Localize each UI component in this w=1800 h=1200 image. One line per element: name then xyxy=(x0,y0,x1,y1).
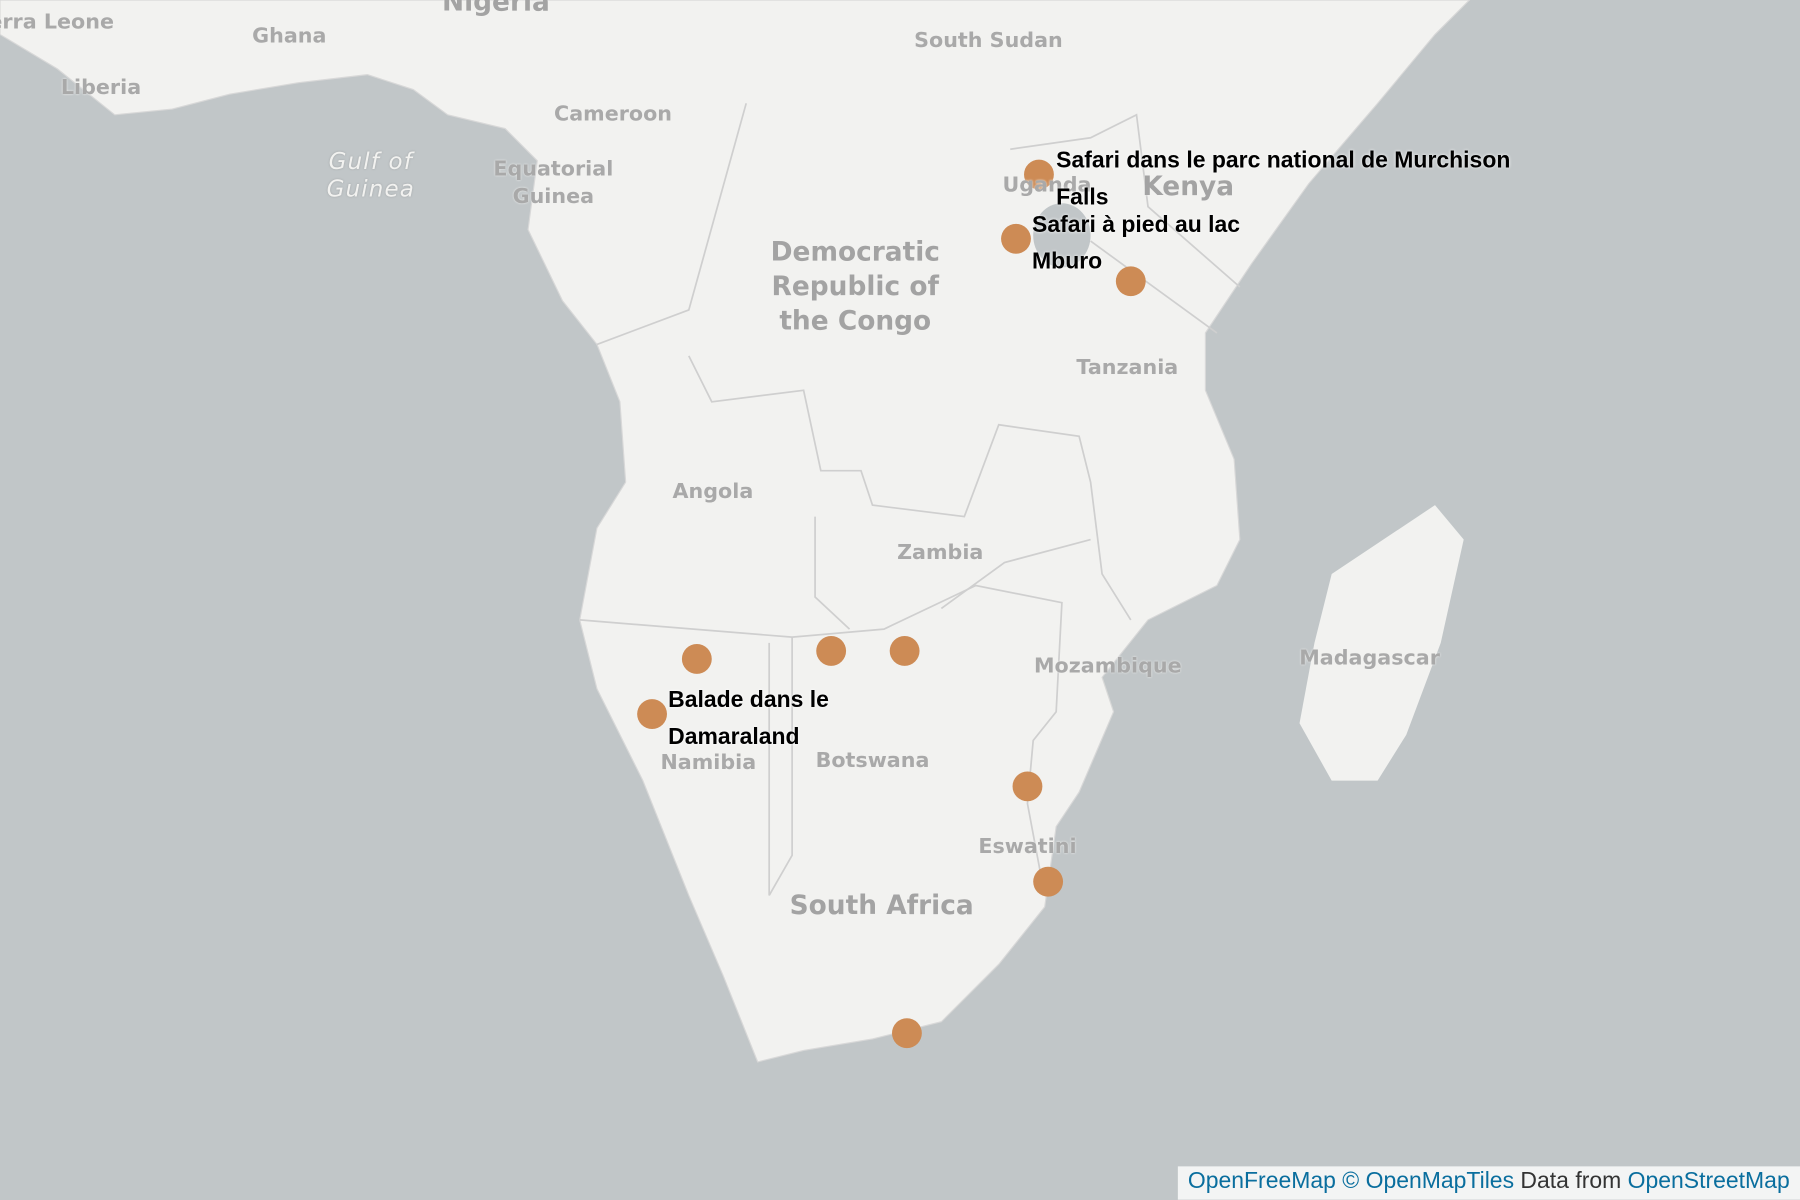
attribution-text: Data from xyxy=(1520,1168,1622,1194)
marker-label[interactable]: Safari à pied au lac Mburo xyxy=(1032,212,1241,275)
marker[interactable] xyxy=(681,644,712,674)
country-label: Cameroon xyxy=(554,102,673,127)
marker-label[interactable]: Safari dans le parc national de Murchiso… xyxy=(1056,148,1511,211)
country-label: Equatorial Guinea xyxy=(493,157,614,209)
marker[interactable] xyxy=(889,635,920,666)
marker-label[interactable]: Balade dans le Damaraland xyxy=(668,687,829,750)
country-label: Democratic Republic of the Congo xyxy=(770,237,940,337)
country-label: South Sudan xyxy=(914,28,1063,53)
marker[interactable] xyxy=(1115,266,1146,297)
marker[interactable] xyxy=(1033,866,1064,897)
country-label: Nigeria xyxy=(442,0,550,18)
madagascar xyxy=(1299,505,1464,781)
marker[interactable] xyxy=(1001,223,1031,254)
marker[interactable] xyxy=(1012,771,1043,802)
country-label: Ghana xyxy=(252,24,327,49)
country-label: Eswatini xyxy=(978,834,1077,859)
attribution-link[interactable]: © OpenMapTiles xyxy=(1342,1168,1515,1194)
marker[interactable] xyxy=(637,699,667,729)
attribution: OpenFreeMap © OpenMapTiles Data from Ope… xyxy=(1177,1166,1800,1200)
attribution-link[interactable]: OpenStreetMap xyxy=(1627,1168,1790,1194)
country-label: Tanzania xyxy=(1076,355,1179,380)
markers xyxy=(637,159,1146,1049)
lake-victoria xyxy=(1033,203,1091,268)
marker[interactable] xyxy=(1024,159,1054,190)
country-label: Liberia xyxy=(60,75,142,100)
sea-label: Gulf of Guinea xyxy=(326,146,415,203)
marker[interactable] xyxy=(816,635,847,666)
country-label: Mozambique xyxy=(1033,654,1182,679)
country-label: Botswana xyxy=(815,748,930,773)
country-label: Madagascar xyxy=(1299,646,1440,671)
land xyxy=(0,0,1471,1063)
country-label: Kenya xyxy=(1142,172,1235,203)
attribution-link[interactable]: OpenFreeMap xyxy=(1187,1168,1336,1194)
country-label: Angola xyxy=(672,479,754,504)
country-label: Namibia xyxy=(660,750,757,775)
marker[interactable] xyxy=(891,1018,922,1049)
country-label: Uganda xyxy=(1002,173,1092,198)
country-label: Zambia xyxy=(897,540,984,565)
country-label: Sierra Leone xyxy=(0,10,114,35)
country-label: South Africa xyxy=(789,890,974,921)
